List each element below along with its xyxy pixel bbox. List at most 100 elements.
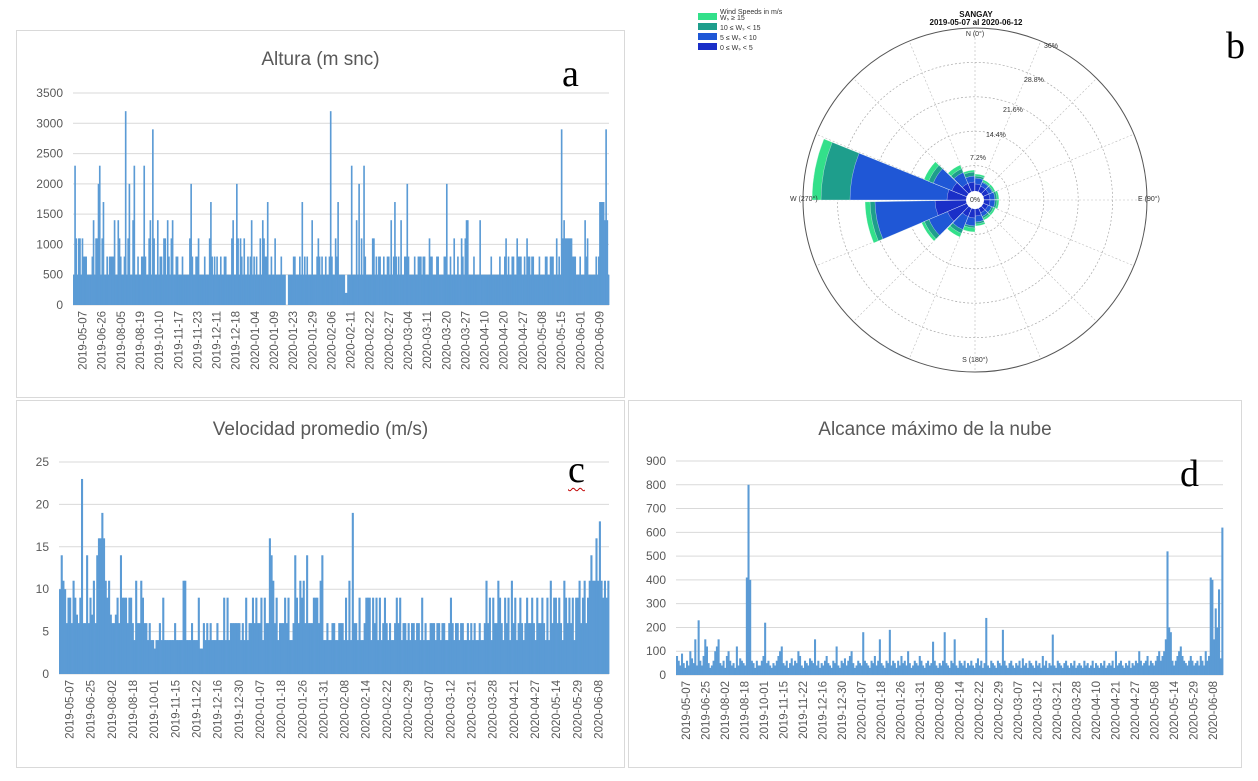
- bar: [976, 658, 979, 675]
- bar: [91, 256, 94, 305]
- bar: [232, 220, 234, 305]
- bar: [197, 597, 200, 674]
- bar: [749, 579, 752, 675]
- bar: [1144, 660, 1147, 675]
- bar: [1028, 660, 1031, 675]
- bar: [961, 665, 965, 675]
- x-tick-label: 2019-12-30: [837, 681, 849, 740]
- x-tick-label: 2020-05-08: [1150, 681, 1162, 740]
- y-tick-label: 2000: [36, 177, 63, 191]
- bar: [1075, 667, 1078, 675]
- bar: [111, 623, 114, 674]
- bar: [541, 597, 544, 674]
- bar: [988, 667, 991, 675]
- bar: [221, 274, 223, 305]
- x-tick-label: 2019-11-15: [170, 680, 182, 738]
- bar: [343, 640, 346, 674]
- bar: [1218, 589, 1221, 675]
- bar: [598, 521, 601, 674]
- x-tick-label: 2020-03-28: [1072, 681, 1084, 740]
- bar: [359, 274, 362, 305]
- bar: [893, 663, 896, 675]
- bar: [547, 274, 549, 305]
- bar: [458, 274, 460, 305]
- bar: [136, 623, 139, 674]
- bar: [1021, 658, 1024, 675]
- bar: [200, 274, 202, 305]
- bar: [1063, 663, 1066, 675]
- bar: [1056, 660, 1059, 675]
- bar: [479, 220, 481, 305]
- bar: [250, 623, 253, 674]
- bar: [687, 665, 690, 675]
- bar: [526, 238, 528, 305]
- y-tick-label: 0: [659, 668, 666, 682]
- bar: [592, 274, 595, 305]
- x-tick-label: 2019-06-25: [86, 680, 98, 739]
- bar: [544, 256, 547, 305]
- bar: [1071, 665, 1074, 675]
- bar: [133, 640, 136, 674]
- bar: [301, 597, 304, 674]
- bar: [607, 274, 610, 305]
- bar: [794, 660, 797, 675]
- bar: [852, 663, 855, 675]
- bar: [712, 660, 715, 675]
- bar: [145, 274, 148, 305]
- bar: [182, 274, 185, 305]
- bar: [920, 660, 923, 675]
- bar: [857, 660, 860, 675]
- bar: [505, 623, 508, 674]
- bar: [575, 274, 578, 305]
- bar: [307, 274, 310, 305]
- bar: [882, 665, 885, 675]
- bar: [196, 256, 199, 305]
- bar: [324, 640, 327, 674]
- ring-label-2: 14.4%: [986, 132, 1006, 139]
- bar: [480, 274, 483, 305]
- x-tick-label: 2020-04-20: [499, 311, 511, 370]
- bar: [255, 597, 258, 674]
- bar: [568, 597, 571, 674]
- bar: [487, 623, 490, 674]
- bar: [975, 663, 978, 675]
- x-tick-label: 2020-01-31: [318, 680, 330, 739]
- bar: [885, 660, 888, 675]
- bar: [400, 640, 403, 674]
- bar: [69, 597, 72, 674]
- bar: [579, 256, 581, 305]
- bar: [441, 274, 443, 305]
- bar: [913, 660, 916, 675]
- bar: [279, 623, 282, 674]
- bar: [270, 256, 273, 305]
- bar: [148, 238, 150, 305]
- bar: [321, 256, 323, 305]
- bar: [139, 274, 142, 305]
- bar: [521, 623, 524, 674]
- x-tick-label: 2020-05-15: [556, 311, 568, 370]
- bar: [231, 238, 233, 305]
- bar: [534, 274, 537, 305]
- y-tick-label: 400: [646, 573, 666, 587]
- bar: [161, 274, 164, 305]
- bar: [387, 256, 390, 305]
- bar: [219, 640, 222, 674]
- bar: [209, 623, 212, 674]
- bar: [576, 597, 579, 674]
- bar: [1104, 667, 1108, 675]
- bar: [356, 640, 359, 674]
- bar: [960, 663, 963, 675]
- x-tick-label: 2020-02-08: [935, 681, 947, 740]
- x-tick-label: 2020-03-27: [460, 311, 472, 370]
- bar: [802, 667, 805, 675]
- compass-n: N (0°): [966, 30, 984, 38]
- bar: [242, 274, 244, 305]
- bar: [253, 623, 256, 674]
- bar: [300, 274, 302, 305]
- bar: [938, 663, 941, 675]
- bar: [963, 660, 966, 675]
- bar: [123, 597, 126, 674]
- bar: [404, 623, 407, 674]
- bar: [380, 640, 383, 674]
- bar: [116, 597, 119, 674]
